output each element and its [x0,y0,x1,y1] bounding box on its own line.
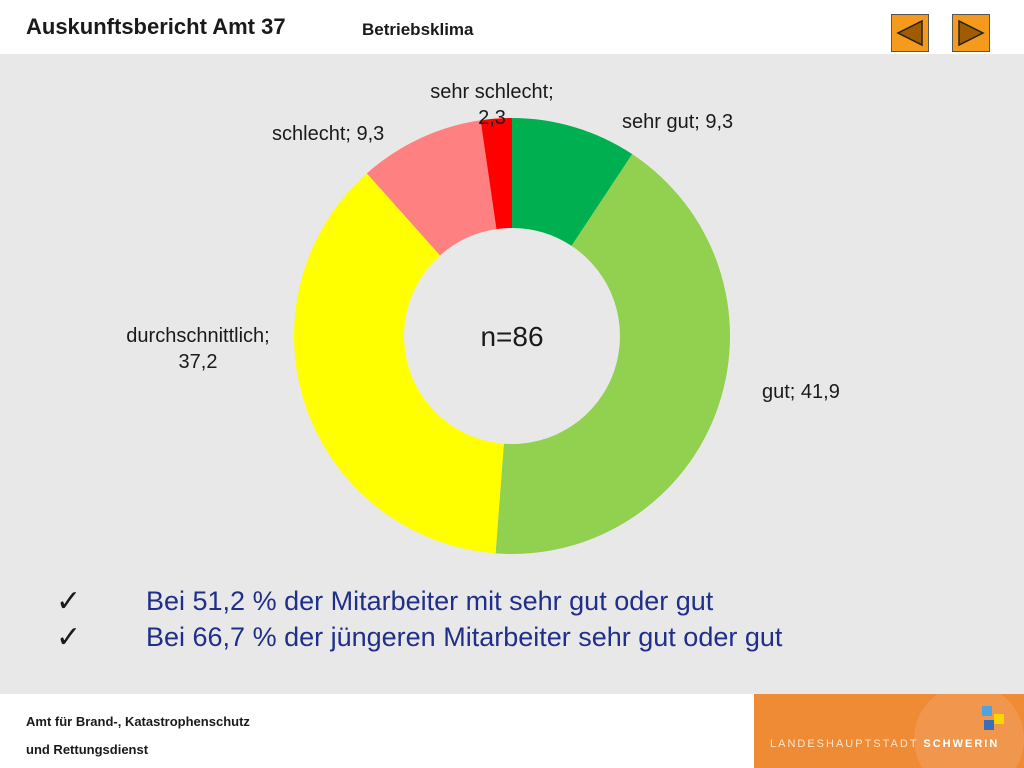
check-icon: ✓ [56,584,82,619]
slice-label: sehr schlecht; 2,3 [430,81,553,129]
logo-square-darkblue [984,720,994,730]
footer-department-line1: Amt für Brand-, Katastrophenschutz [26,714,250,729]
center-label: n=86 [480,321,543,352]
triangle-right-icon [958,19,985,47]
slice-label: gut; 41,9 [762,381,840,403]
slice-label: durchschnittlich; 37,2 [126,325,269,373]
bullet-text: Bei 66,7 % der jüngeren Mitarbeiter sehr… [146,622,783,652]
page-title: Auskunftsbericht Amt 37 [26,14,286,39]
city-logo: LANDESHAUPTSTADT SCHWERIN [754,694,1024,768]
slice-label: schlecht; 9,3 [272,123,384,145]
logo-text: LANDESHAUPTSTADT SCHWERIN [770,738,999,750]
donut-chart: sehr gut; 9,3 gut; 41,9 durchschnittlich; 3… [126,81,840,554]
pie-slice [512,118,633,246]
triangle-left-icon [896,19,923,47]
pie-slice [294,173,504,554]
footer: Amt für Brand-, Katastrophenschutz und R… [0,694,1024,768]
check-icon: ✓ [56,620,82,655]
slice-label: sehr gut; 9,3 [622,111,733,133]
next-slide-button[interactable] [952,14,990,52]
page-subtitle: Betriebsklima [362,20,474,39]
logo-square-blue [982,706,992,716]
seal-watermark [914,694,1024,768]
footer-department-line2: und Rettungsdienst [26,742,149,757]
header: Auskunftsbericht Amt 37 Betriebsklima [0,0,1024,54]
pie-slice [495,154,730,554]
bullet-text: Bei 51,2 % der Mitarbeiter mit sehr gut … [146,586,714,616]
logo-square-yellow [994,714,1004,724]
logo-text-prefix: LANDESHAUPTSTADT [770,738,919,750]
previous-slide-button[interactable] [891,14,929,52]
pie-slice [480,118,512,230]
logo-text-strong: SCHWERIN [923,738,1000,750]
pie-slice [366,120,497,256]
slide-content: sehr gut; 9,3 gut; 41,9 durchschnittlich; 3… [0,54,1024,694]
